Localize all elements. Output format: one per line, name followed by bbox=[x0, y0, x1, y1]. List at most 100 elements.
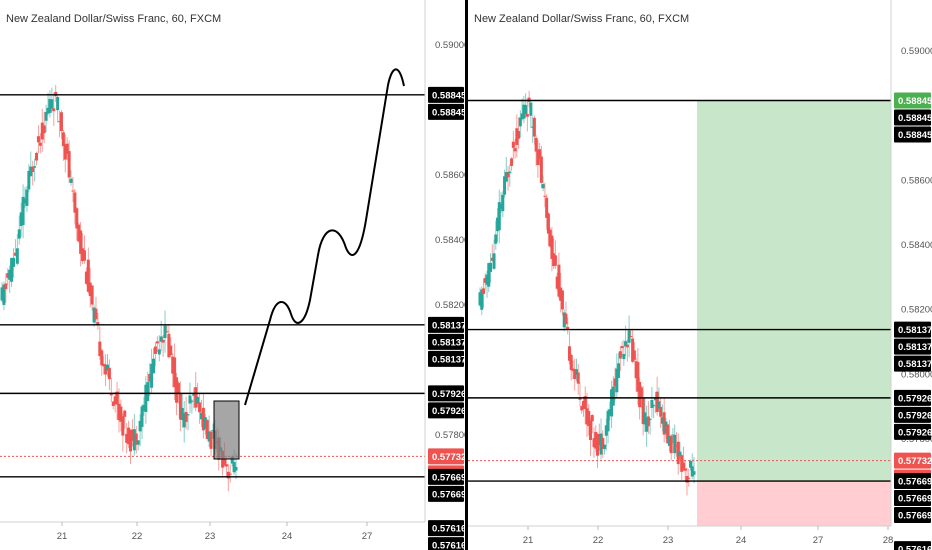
candle-body bbox=[489, 262, 493, 272]
candle-body bbox=[2, 284, 6, 305]
candle-body bbox=[615, 368, 619, 393]
candle-body bbox=[109, 393, 113, 396]
candle-body bbox=[687, 477, 691, 479]
candle-body bbox=[157, 349, 161, 355]
candle-body bbox=[585, 408, 589, 425]
candle-body bbox=[664, 421, 668, 434]
candle-body bbox=[224, 464, 228, 467]
candle-body bbox=[96, 322, 100, 325]
candle-body bbox=[515, 128, 519, 145]
price-label-text: 0.58845 bbox=[432, 107, 465, 118]
candle-body bbox=[608, 409, 612, 416]
candle-body bbox=[234, 466, 238, 471]
candle-body bbox=[578, 397, 582, 400]
candle-body bbox=[102, 363, 106, 367]
candle-body bbox=[650, 400, 654, 408]
candle-body bbox=[511, 141, 515, 148]
candle-body bbox=[606, 410, 610, 432]
time-axis-tick-label: 27 bbox=[813, 535, 824, 546]
candle-body bbox=[61, 132, 65, 147]
candle-body bbox=[42, 125, 46, 134]
candle-body bbox=[184, 411, 188, 422]
candle-body bbox=[226, 471, 230, 479]
candle-body bbox=[541, 184, 545, 189]
candle-body bbox=[513, 148, 517, 152]
candle-body bbox=[496, 217, 500, 232]
long-position-stop-zone[interactable] bbox=[697, 481, 891, 526]
candle-body bbox=[171, 356, 175, 374]
candle-body bbox=[667, 435, 671, 446]
candle-body bbox=[617, 363, 621, 378]
candle-body bbox=[573, 369, 577, 380]
candle-body bbox=[613, 378, 617, 387]
candle-body bbox=[138, 420, 142, 432]
candle-body bbox=[680, 455, 684, 472]
projection-path-drawing[interactable] bbox=[244, 68, 405, 406]
candle-body bbox=[539, 156, 543, 183]
candle-body bbox=[201, 407, 205, 431]
candle-body bbox=[121, 416, 125, 436]
candle-body bbox=[499, 204, 503, 209]
price-label-box bbox=[894, 452, 931, 469]
panel-divider bbox=[465, 0, 468, 550]
price-label-box bbox=[428, 103, 464, 120]
price-axis-tick-label: 0.59000 bbox=[435, 40, 465, 51]
candle-body bbox=[646, 416, 650, 427]
candle-body bbox=[490, 257, 494, 261]
candle-body bbox=[532, 117, 536, 137]
candle-body bbox=[610, 389, 614, 417]
price-label-text: 0.57669 bbox=[898, 511, 932, 522]
candle-body bbox=[17, 229, 21, 239]
candle-body bbox=[652, 405, 656, 407]
candle-body bbox=[169, 345, 173, 356]
candle-body bbox=[692, 471, 696, 475]
candle-body bbox=[35, 152, 39, 161]
time-axis-tick-label: 28 bbox=[883, 535, 894, 546]
candle-body bbox=[583, 396, 587, 410]
candle-body bbox=[576, 372, 580, 384]
candle-body bbox=[182, 413, 186, 428]
chart-panel-right[interactable]: 0.590000.586000.584000.582000.580000.578… bbox=[468, 0, 932, 550]
candle-body bbox=[10, 258, 14, 282]
candle-body bbox=[662, 412, 666, 435]
price-label-box bbox=[894, 92, 931, 109]
entry-box-drawing[interactable] bbox=[213, 400, 240, 460]
candle-body bbox=[15, 248, 19, 264]
price-axis-tick-label: 0.58600 bbox=[435, 170, 465, 181]
candle-body bbox=[161, 339, 165, 343]
price-label-box bbox=[428, 485, 464, 502]
candle-body bbox=[86, 259, 90, 292]
chart-title: New Zealand Dollar/Swiss Franc, 60, FXCM bbox=[474, 13, 689, 25]
candle-body bbox=[590, 415, 594, 422]
candle-body bbox=[12, 257, 16, 267]
candle-body bbox=[478, 292, 482, 306]
price-label-text: 0.57926 bbox=[898, 393, 932, 404]
candle-body bbox=[596, 433, 600, 456]
price-label-box bbox=[428, 468, 464, 485]
candle-body bbox=[581, 400, 585, 409]
candle-body bbox=[81, 248, 85, 262]
candle-body bbox=[625, 344, 629, 348]
candle-body bbox=[643, 412, 647, 425]
candle-body bbox=[674, 445, 678, 447]
candle-body bbox=[522, 104, 526, 119]
price-label-text: 0.57926 bbox=[432, 389, 465, 400]
price-axis-tick-label: 0.59000 bbox=[901, 46, 932, 57]
candle-body bbox=[153, 346, 157, 354]
price-label-box bbox=[428, 537, 464, 550]
price-label-text: 0.58845 bbox=[898, 113, 932, 124]
candle-body bbox=[536, 149, 540, 165]
candle-body bbox=[545, 197, 549, 218]
candle-body bbox=[31, 166, 35, 172]
price-label-box bbox=[894, 389, 931, 406]
candle-body bbox=[211, 430, 215, 432]
candle-body bbox=[632, 350, 636, 360]
price-label-text: 0.57669 bbox=[898, 494, 932, 505]
price-label-box bbox=[894, 541, 931, 550]
candle-body bbox=[494, 234, 498, 244]
long-position-profit-zone[interactable] bbox=[697, 100, 891, 482]
price-axis-tick-label: 0.58400 bbox=[901, 240, 932, 251]
